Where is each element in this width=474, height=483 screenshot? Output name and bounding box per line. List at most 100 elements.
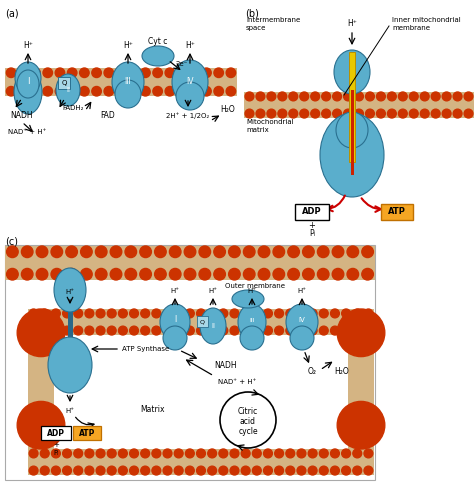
Circle shape: [63, 466, 72, 475]
Circle shape: [7, 269, 18, 280]
Circle shape: [197, 309, 205, 318]
Bar: [58, 77, 70, 89]
Circle shape: [43, 68, 53, 77]
Text: NADH: NADH: [214, 361, 237, 370]
Text: acid: acid: [240, 417, 256, 426]
Circle shape: [333, 109, 341, 118]
Circle shape: [92, 86, 101, 96]
Circle shape: [330, 466, 339, 475]
Circle shape: [387, 92, 396, 101]
Text: +: +: [53, 442, 59, 448]
Ellipse shape: [112, 62, 144, 102]
Circle shape: [6, 68, 16, 77]
Circle shape: [107, 309, 116, 318]
Circle shape: [219, 466, 228, 475]
Text: Matrix: Matrix: [140, 406, 164, 414]
Circle shape: [244, 269, 255, 280]
Text: (a): (a): [5, 8, 18, 18]
Circle shape: [308, 466, 317, 475]
Circle shape: [398, 92, 407, 101]
Text: H⁺: H⁺: [247, 288, 256, 294]
Circle shape: [63, 309, 72, 318]
Circle shape: [420, 109, 429, 118]
Circle shape: [278, 92, 287, 101]
Bar: [351, 90, 354, 175]
Circle shape: [184, 246, 196, 257]
Ellipse shape: [232, 290, 264, 308]
Text: ATP: ATP: [388, 208, 406, 216]
Circle shape: [199, 269, 210, 280]
Circle shape: [21, 246, 33, 257]
Circle shape: [118, 309, 128, 318]
Circle shape: [275, 326, 283, 335]
Circle shape: [318, 269, 329, 280]
Circle shape: [190, 86, 199, 96]
Circle shape: [85, 326, 94, 335]
Circle shape: [353, 466, 362, 475]
Bar: [28, 449, 374, 475]
Circle shape: [342, 326, 350, 335]
Circle shape: [118, 449, 128, 458]
Circle shape: [342, 466, 350, 475]
Bar: [5, 68, 237, 96]
Text: H₂O: H₂O: [220, 105, 236, 114]
Circle shape: [275, 449, 283, 458]
Circle shape: [40, 466, 49, 475]
Circle shape: [208, 309, 217, 318]
Circle shape: [297, 326, 306, 335]
Circle shape: [330, 326, 339, 335]
Text: ADP: ADP: [302, 208, 322, 216]
Text: Q: Q: [200, 319, 205, 324]
Circle shape: [40, 449, 49, 458]
Circle shape: [165, 86, 174, 96]
Circle shape: [36, 269, 48, 280]
Text: III: III: [125, 77, 131, 86]
Circle shape: [302, 269, 314, 280]
Circle shape: [286, 449, 295, 458]
Bar: [348, 309, 374, 449]
Circle shape: [202, 68, 211, 77]
Circle shape: [174, 309, 183, 318]
Circle shape: [264, 326, 273, 335]
Circle shape: [81, 246, 92, 257]
Circle shape: [252, 326, 261, 335]
Circle shape: [43, 86, 53, 96]
Circle shape: [355, 92, 364, 101]
Circle shape: [275, 466, 283, 475]
Circle shape: [344, 92, 353, 101]
Circle shape: [219, 309, 228, 318]
Circle shape: [219, 326, 228, 335]
Circle shape: [185, 466, 194, 475]
Circle shape: [300, 92, 309, 101]
Circle shape: [318, 246, 329, 257]
Circle shape: [169, 269, 181, 280]
Text: IV: IV: [186, 77, 194, 86]
Circle shape: [214, 68, 223, 77]
Circle shape: [245, 92, 254, 101]
Circle shape: [362, 246, 374, 257]
Text: (b): (b): [245, 8, 259, 18]
Circle shape: [410, 109, 418, 118]
Text: III: III: [249, 317, 255, 323]
Circle shape: [332, 269, 344, 280]
Circle shape: [74, 449, 82, 458]
Circle shape: [141, 68, 150, 77]
Circle shape: [208, 466, 217, 475]
Circle shape: [116, 86, 126, 96]
Circle shape: [163, 326, 172, 335]
Circle shape: [464, 109, 473, 118]
Circle shape: [273, 269, 284, 280]
Circle shape: [63, 326, 72, 335]
Circle shape: [347, 246, 358, 257]
FancyBboxPatch shape: [295, 204, 329, 220]
Circle shape: [308, 449, 317, 458]
Circle shape: [256, 109, 265, 118]
Circle shape: [252, 466, 261, 475]
Text: ATP: ATP: [79, 428, 95, 438]
Circle shape: [92, 68, 101, 77]
Circle shape: [228, 246, 240, 257]
Circle shape: [319, 309, 328, 318]
Circle shape: [95, 269, 107, 280]
Circle shape: [185, 309, 194, 318]
Circle shape: [302, 246, 314, 257]
